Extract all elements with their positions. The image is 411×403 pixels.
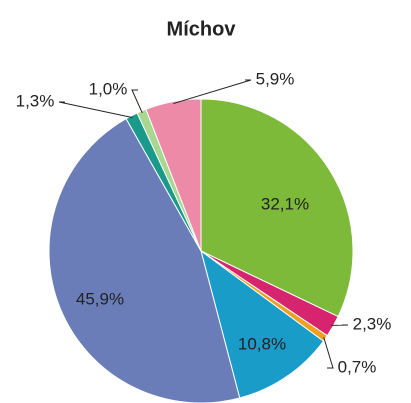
data-label: 32,1% xyxy=(261,194,309,213)
leader-line xyxy=(173,79,252,105)
leader-line xyxy=(131,89,143,114)
leader-line xyxy=(323,337,334,369)
data-label: 1,3% xyxy=(16,91,55,110)
data-label: 2,3% xyxy=(353,314,392,333)
data-label: 5,9% xyxy=(256,69,295,88)
data-label: 10,8% xyxy=(238,334,286,353)
pie-slice xyxy=(200,98,354,318)
data-label: 1,0% xyxy=(89,79,128,98)
chart-title: Míchov xyxy=(167,18,237,40)
pie-slice xyxy=(145,98,202,252)
leader-line xyxy=(58,101,133,119)
data-label: 45,9% xyxy=(76,289,124,308)
pie-slice xyxy=(48,118,241,403)
pie-slice xyxy=(200,249,325,399)
data-label: 0,7% xyxy=(338,357,377,376)
